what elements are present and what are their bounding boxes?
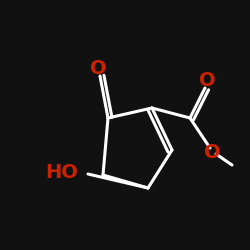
Text: O: O: [204, 144, 220, 163]
Text: O: O: [90, 58, 106, 78]
Text: O: O: [199, 70, 215, 90]
Text: HO: HO: [46, 162, 78, 182]
